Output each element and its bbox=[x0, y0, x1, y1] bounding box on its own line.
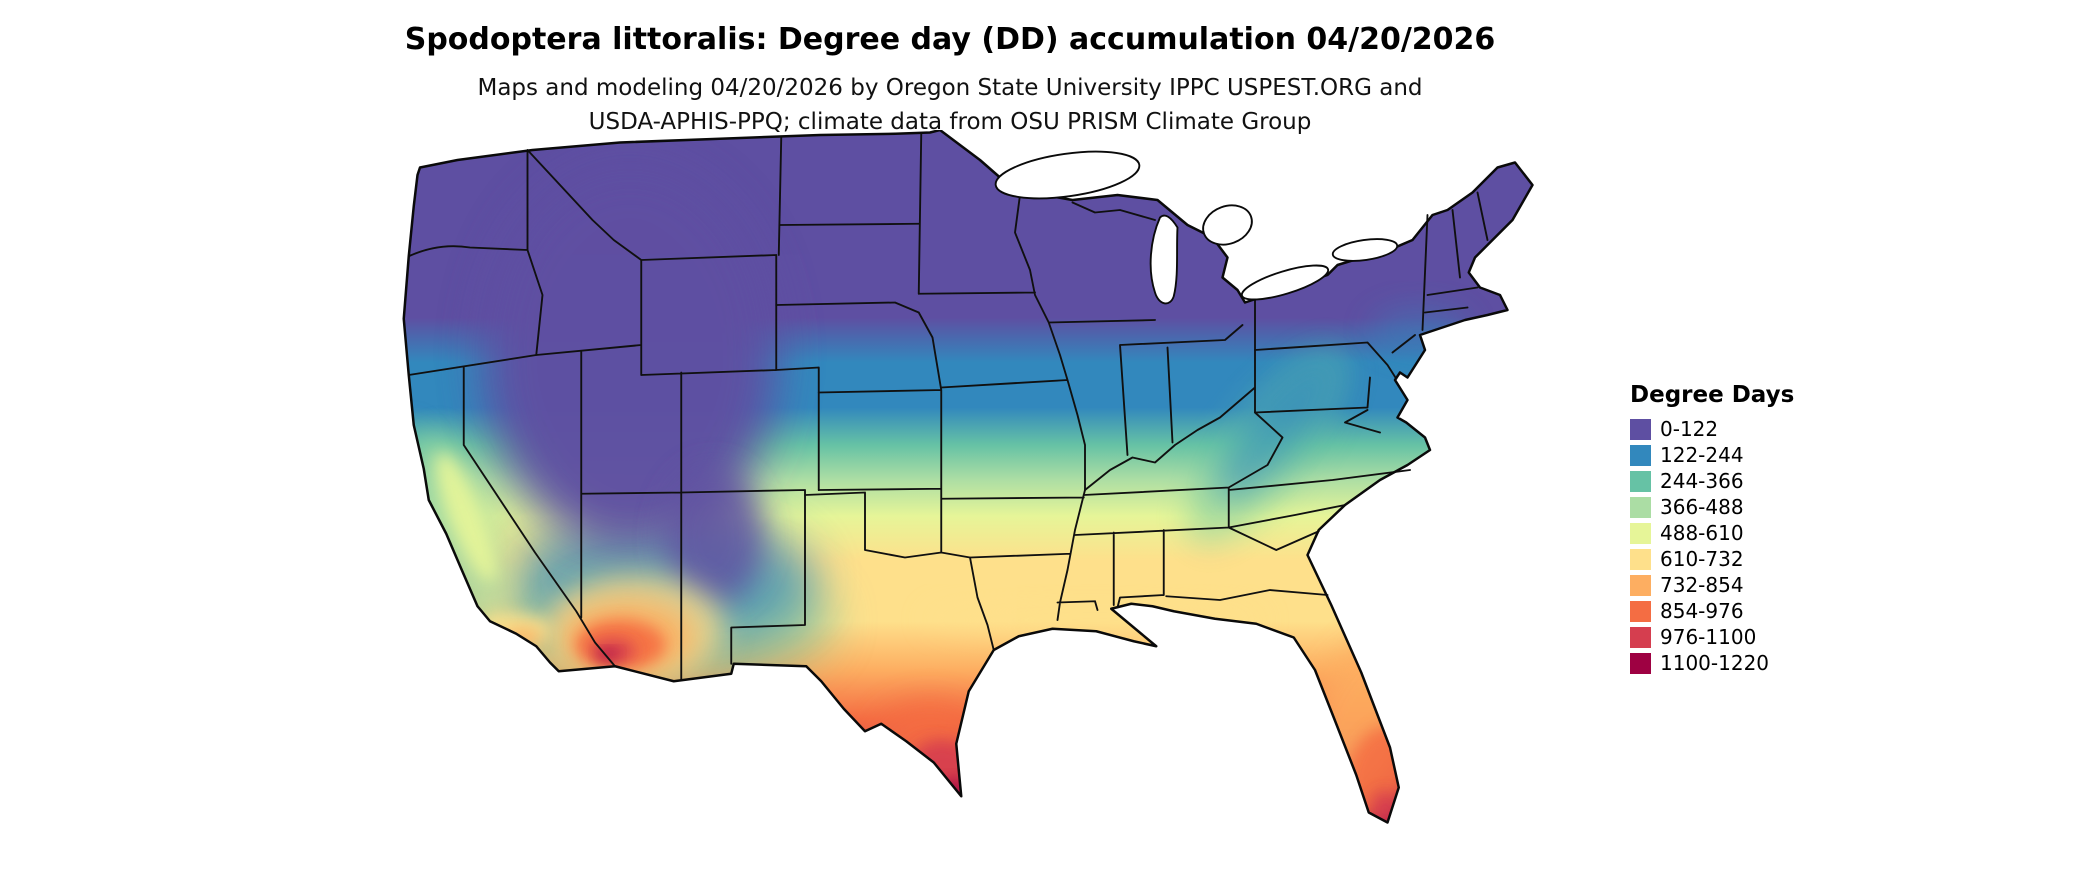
legend-label: 610-732 bbox=[1660, 547, 1744, 571]
lake-superior bbox=[994, 150, 1141, 200]
legend-swatch bbox=[1630, 548, 1651, 570]
legend-label: 488-610 bbox=[1660, 521, 1744, 545]
state-borders bbox=[407, 132, 1489, 681]
legend-items: 0-122 122-244 244-366 366-488 488-610 61… bbox=[1630, 416, 1794, 676]
legend-label: 854-976 bbox=[1660, 599, 1744, 623]
us-degree-day-map bbox=[402, 128, 1534, 824]
page-subtitle: Maps and modeling 04/20/2026 by Oregon S… bbox=[0, 71, 1900, 139]
legend-swatch bbox=[1630, 444, 1651, 466]
legend-label: 732-854 bbox=[1660, 573, 1744, 597]
legend-label: 0-122 bbox=[1660, 417, 1719, 441]
legend-swatch bbox=[1630, 600, 1651, 622]
legend-label: 122-244 bbox=[1660, 443, 1744, 467]
legend-label: 244-366 bbox=[1660, 469, 1744, 493]
page-title: Spodoptera littoralis: Degree day (DD) a… bbox=[404, 22, 1496, 57]
legend-row: 488-610 bbox=[1630, 520, 1794, 546]
legend-swatch bbox=[1630, 522, 1651, 544]
lake-ontario bbox=[1331, 238, 1399, 262]
subtitle-line-2: USDA-APHIS-PPQ; climate data from OSU PR… bbox=[588, 109, 1312, 135]
legend-label: 976-1100 bbox=[1660, 625, 1757, 649]
lake-erie bbox=[1240, 264, 1330, 301]
lake-huron bbox=[1202, 204, 1253, 246]
legend-row: 244-366 bbox=[1630, 468, 1794, 494]
lake-michigan bbox=[1149, 214, 1179, 305]
legend-row: 610-732 bbox=[1630, 546, 1794, 572]
legend-swatch bbox=[1630, 574, 1651, 596]
legend-swatch bbox=[1630, 418, 1651, 440]
legend-row: 122-244 bbox=[1630, 442, 1794, 468]
legend-swatch bbox=[1630, 626, 1651, 648]
legend: Degree Days 0-122 122-244 244-366 366-48… bbox=[1630, 382, 1794, 676]
header: Spodoptera littoralis: Degree day (DD) a… bbox=[0, 0, 1900, 139]
legend-label: 1100-1220 bbox=[1660, 651, 1770, 675]
legend-row: 854-976 bbox=[1630, 598, 1794, 624]
legend-row: 1100-1220 bbox=[1630, 650, 1794, 676]
legend-row: 0-122 bbox=[1630, 416, 1794, 442]
legend-title: Degree Days bbox=[1630, 382, 1795, 408]
legend-row: 366-488 bbox=[1630, 494, 1794, 520]
legend-row: 732-854 bbox=[1630, 572, 1794, 598]
map-area bbox=[345, 128, 1545, 880]
great-lakes bbox=[994, 150, 1399, 305]
legend-row: 976-1100 bbox=[1630, 624, 1794, 650]
legend-swatch bbox=[1630, 652, 1651, 674]
legend-label: 366-488 bbox=[1660, 495, 1744, 519]
subtitle-line-1: Maps and modeling 04/20/2026 by Oregon S… bbox=[477, 75, 1423, 101]
legend-swatch bbox=[1630, 470, 1651, 492]
legend-swatch bbox=[1630, 496, 1651, 518]
